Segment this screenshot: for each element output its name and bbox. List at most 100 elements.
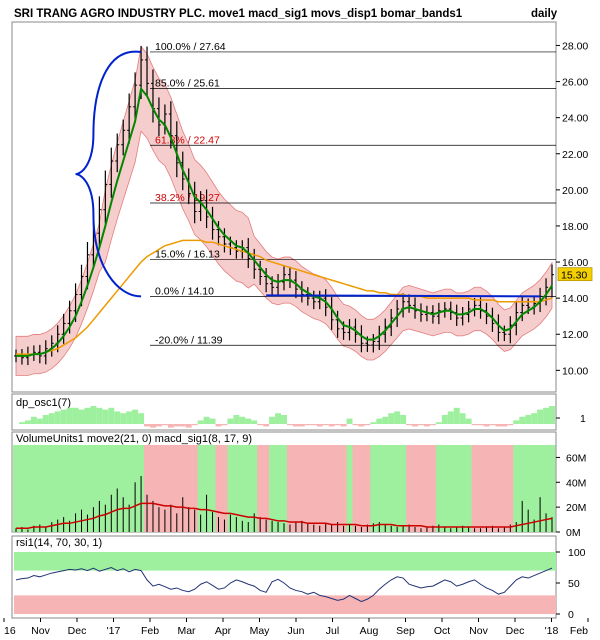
osc-bar bbox=[292, 424, 299, 427]
volume-zone bbox=[66, 445, 73, 532]
volume-zone bbox=[418, 445, 425, 532]
osc-bar bbox=[155, 424, 162, 427]
osc-bar bbox=[269, 416, 276, 424]
x-axis: 16 Nov Dec '17 Feb Mar Apr May Jun Jul Aug Sep Oct No… bbox=[3, 618, 589, 637]
price-tick-label: 16.00 bbox=[562, 257, 588, 269]
volume-zone bbox=[447, 445, 455, 532]
osc-bar bbox=[251, 420, 258, 424]
volume-zone bbox=[185, 445, 192, 532]
osc-bar bbox=[185, 424, 192, 428]
volume-zone bbox=[519, 445, 526, 532]
osc-bar bbox=[304, 424, 311, 426]
volume-zone bbox=[310, 445, 318, 532]
volume-zone bbox=[251, 445, 258, 532]
osc-bar bbox=[501, 424, 508, 427]
last-price-box bbox=[557, 267, 593, 282]
osc-bar bbox=[138, 413, 145, 424]
volume-zone bbox=[120, 445, 127, 532]
osc-bar bbox=[36, 418, 43, 424]
volume-zone bbox=[495, 445, 502, 532]
osc-bar bbox=[281, 415, 287, 424]
osc-bar bbox=[120, 413, 127, 424]
volume-zone bbox=[90, 445, 97, 532]
osc-bar bbox=[173, 424, 180, 427]
osc-bar bbox=[54, 411, 61, 424]
osc-bar bbox=[412, 424, 418, 427]
osc-bar bbox=[60, 409, 67, 424]
price-tick-label: 12.00 bbox=[562, 329, 588, 341]
osc-tick-label: 1 bbox=[580, 413, 586, 425]
x-tick-label: Oct bbox=[434, 625, 450, 637]
rsi-tick-label: 100 bbox=[568, 547, 586, 559]
volume-zone bbox=[364, 445, 371, 532]
volume-zone bbox=[60, 445, 67, 532]
fib-label: 15.0% / 16.13 bbox=[155, 249, 220, 261]
volume-zone bbox=[167, 445, 175, 532]
volume-zone bbox=[543, 445, 550, 532]
osc-bar bbox=[90, 406, 97, 424]
x-tick-label: Dec bbox=[506, 625, 525, 637]
x-tick-label: Sep bbox=[396, 625, 415, 637]
volume-zone bbox=[525, 445, 532, 532]
price-plot: 100.0% / 27.64 85.0% / 25.61 61.8% / 22.47… bbox=[14, 41, 556, 376]
volume-zone bbox=[429, 445, 437, 532]
volume-zone bbox=[477, 445, 484, 532]
osc-bar bbox=[465, 418, 472, 424]
volume-zone bbox=[435, 445, 443, 532]
volume-zone bbox=[394, 445, 401, 532]
chart-title: SRI TRANG AGRO INDUSTRY PLC. move1 macd_… bbox=[14, 8, 463, 20]
orange-moving-average bbox=[16, 239, 553, 355]
osc-bar bbox=[459, 413, 466, 424]
volume-zone bbox=[322, 445, 329, 532]
volume-zone bbox=[102, 445, 109, 532]
osc-bar bbox=[191, 424, 198, 426]
volume-zone bbox=[72, 445, 79, 532]
osc-bar bbox=[489, 424, 496, 426]
volume-zone bbox=[292, 445, 300, 532]
x-tick-label: Apr bbox=[215, 625, 232, 637]
osc-bar bbox=[84, 407, 91, 424]
osc-bar bbox=[376, 418, 383, 424]
osc-panel-label: dp_osc1(7) bbox=[16, 397, 71, 409]
osc-bar bbox=[346, 418, 353, 424]
osc-bar bbox=[382, 416, 389, 424]
fib-label: 100.0% / 27.64 bbox=[155, 41, 226, 53]
osc-bar bbox=[150, 424, 156, 428]
osc-bar bbox=[543, 407, 550, 424]
osc-bar bbox=[203, 416, 210, 424]
osc-bar bbox=[114, 411, 121, 424]
fib-label: 38.2% / 19.27 bbox=[155, 192, 220, 204]
osc-bar bbox=[447, 411, 454, 424]
volume-zone bbox=[257, 445, 264, 532]
osc-bar bbox=[507, 424, 514, 426]
volume-zone bbox=[358, 445, 365, 532]
green-moving-average bbox=[16, 86, 553, 357]
x-tick-label: '17 bbox=[107, 625, 121, 637]
volume-zone bbox=[173, 445, 181, 532]
x-tick-label: Jun bbox=[288, 625, 305, 637]
volume-zone bbox=[161, 445, 169, 532]
osc-bar bbox=[209, 418, 216, 424]
osc-bar bbox=[537, 409, 544, 424]
bomar-band bbox=[15, 45, 553, 376]
volume-zone bbox=[24, 445, 32, 532]
osc-bar bbox=[495, 424, 502, 427]
volume-zone bbox=[30, 445, 38, 532]
last-price-label: 15.30 bbox=[561, 270, 587, 282]
volume-zone bbox=[382, 445, 389, 532]
osc-bar bbox=[400, 415, 407, 424]
rsi-tick-label: 50 bbox=[568, 578, 580, 590]
rsi-overbought-zone bbox=[14, 552, 556, 571]
volume-zone bbox=[221, 445, 228, 532]
volume-zone bbox=[501, 445, 508, 532]
volume-zone bbox=[78, 445, 85, 532]
osc-bar bbox=[161, 424, 168, 426]
rsi-plot: 0 50 100 bbox=[14, 547, 586, 621]
osc-bar bbox=[286, 424, 293, 426]
volume-zone bbox=[179, 445, 187, 532]
osc-bar bbox=[102, 409, 109, 424]
volume-zone bbox=[126, 445, 133, 532]
osc-bar bbox=[531, 413, 538, 424]
volume-tick-label: 40M bbox=[566, 477, 586, 489]
